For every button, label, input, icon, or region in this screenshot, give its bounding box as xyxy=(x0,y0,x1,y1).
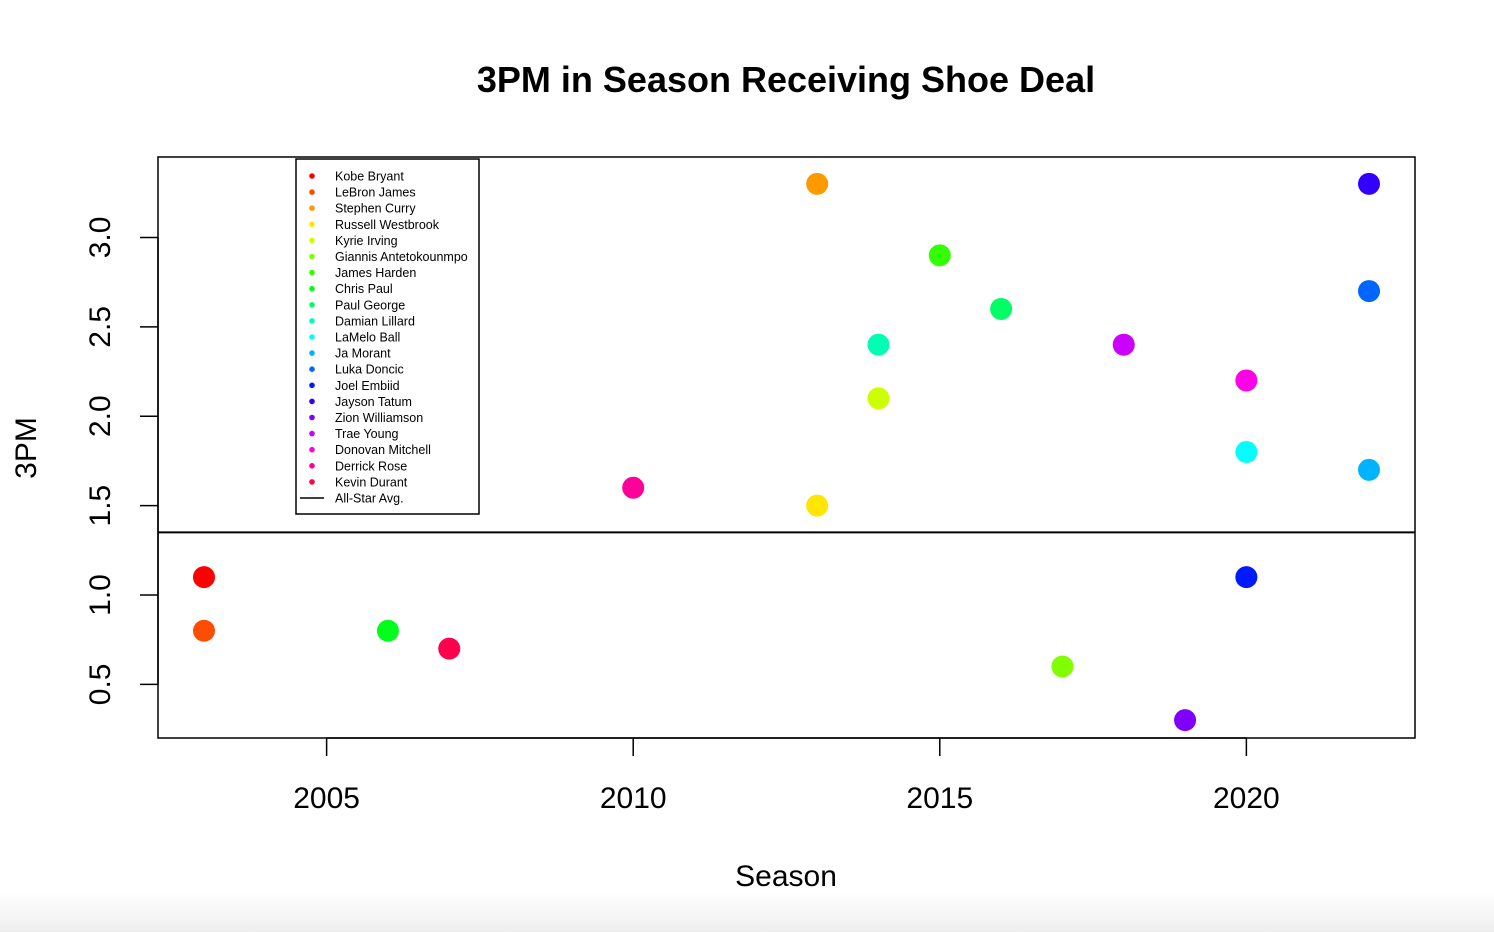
legend-marker xyxy=(309,237,315,244)
data-point xyxy=(1235,369,1258,392)
legend-label: Kobe Bryant xyxy=(335,170,404,184)
data-point xyxy=(1235,440,1258,463)
x-tick-label: 2015 xyxy=(906,782,973,815)
data-points xyxy=(192,172,1381,732)
legend-label: James Harden xyxy=(335,266,416,280)
legend-marker xyxy=(309,366,315,373)
legend-marker xyxy=(309,382,315,389)
x-tick-label: 2020 xyxy=(1213,782,1280,815)
legend-label: LaMelo Ball xyxy=(335,331,400,345)
data-point xyxy=(806,494,829,517)
legend: Kobe Bryant LeBron James Stephen Curry Russ… xyxy=(295,158,480,515)
data-point xyxy=(622,476,645,499)
legend-label: Giannis Antetokounmpo xyxy=(335,250,468,264)
legend-label: Damian Lillard xyxy=(335,314,415,328)
y-tick-label: 2.0 xyxy=(84,395,117,437)
data-point xyxy=(867,387,890,410)
data-point xyxy=(1358,172,1381,195)
legend-label: Kevin Durant xyxy=(335,475,408,489)
data-point xyxy=(438,637,461,660)
data-point xyxy=(1358,280,1381,303)
data-point xyxy=(806,172,829,195)
x-tick-label: 2005 xyxy=(293,782,360,815)
data-point xyxy=(192,566,215,589)
data-point xyxy=(1358,458,1381,481)
y-tick-label: 1.0 xyxy=(84,574,117,616)
legend-label: Donovan Mitchell xyxy=(335,443,431,457)
legend-marker xyxy=(309,253,315,260)
data-point xyxy=(192,619,215,642)
x-axis-label: Season xyxy=(735,860,837,893)
legend-marker xyxy=(309,398,315,405)
legend-marker xyxy=(309,285,315,292)
y-axis-label: 3PM xyxy=(10,417,43,479)
legend-marker xyxy=(309,269,315,276)
y-axis: 0.5 1.0 1.5 2.0 2.5 3.0 xyxy=(84,217,159,706)
y-tick-label: 1.5 xyxy=(84,485,117,527)
data-point xyxy=(1235,566,1258,589)
data-point xyxy=(1112,333,1135,356)
legend-marker xyxy=(309,350,315,356)
data-point xyxy=(376,619,399,642)
legend-label: Luka Doncic xyxy=(335,363,404,377)
legend-label: Stephen Curry xyxy=(335,202,416,216)
legend-label: Derrick Rose xyxy=(335,459,407,473)
legend-marker xyxy=(309,446,315,453)
x-axis: 2005 2010 2015 2020 xyxy=(293,737,1280,815)
legend-label: LeBron James xyxy=(335,186,416,200)
legend-marker xyxy=(309,414,315,421)
data-point xyxy=(1174,709,1197,732)
legend-marker xyxy=(309,430,315,437)
legend-marker xyxy=(309,318,315,324)
legend-label: Zion Williamson xyxy=(335,411,423,425)
y-tick-label: 2.5 xyxy=(84,306,117,348)
legend-marker xyxy=(309,221,315,228)
legend-marker xyxy=(309,189,315,195)
legend-marker xyxy=(309,479,315,485)
data-point xyxy=(990,297,1013,320)
legend-label: Trae Young xyxy=(335,427,399,441)
y-tick-label: 3.0 xyxy=(84,217,117,259)
y-tick-label: 0.5 xyxy=(84,664,117,706)
x-tick-label: 2010 xyxy=(600,782,667,815)
bottom-fade xyxy=(0,892,1494,932)
legend-marker xyxy=(309,173,315,179)
legend-label: Kyrie Irving xyxy=(335,234,398,248)
legend-marker xyxy=(309,205,315,211)
chart-title: 3PM in Season Receiving Shoe Deal xyxy=(477,59,1095,100)
legend-label: Jayson Tatum xyxy=(335,395,412,409)
data-point xyxy=(928,244,951,267)
data-point xyxy=(1051,655,1074,678)
legend-marker xyxy=(309,302,315,308)
legend-label: Paul George xyxy=(335,298,405,312)
legend-marker xyxy=(309,334,315,340)
legend-label: Joel Embiid xyxy=(335,379,400,393)
legend-label: Ja Morant xyxy=(335,347,391,361)
legend-label: Russell Westbrook xyxy=(335,218,440,232)
legend-box xyxy=(295,158,480,515)
data-point xyxy=(867,333,890,356)
legend-label: All-Star Avg. xyxy=(335,492,404,506)
legend-label: Chris Paul xyxy=(335,282,393,296)
legend-marker xyxy=(309,463,315,469)
